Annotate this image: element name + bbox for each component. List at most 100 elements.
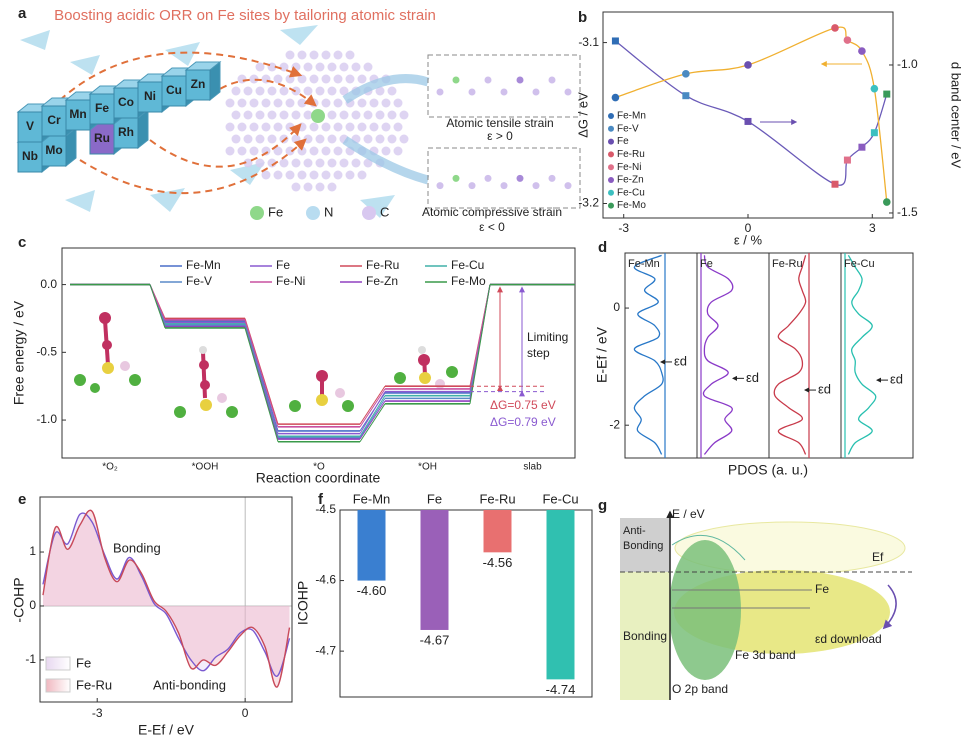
- lattice-atom: [297, 98, 307, 108]
- y-axis-label: E-Ef / eV: [594, 326, 610, 383]
- lattice-atom: [369, 98, 379, 108]
- point: [843, 156, 851, 164]
- lattice-atom: [303, 134, 313, 144]
- annotation: Bonding: [113, 540, 161, 555]
- block-front: [89, 93, 115, 125]
- y2-axis-label: d band center / eV: [949, 62, 964, 169]
- bonding-region: [620, 572, 670, 700]
- lattice-atom: [327, 62, 337, 72]
- y2-tick-label: -1.0: [897, 57, 918, 71]
- shard: [20, 30, 50, 50]
- lattice-atom: [363, 62, 373, 72]
- chain-atom: [500, 182, 508, 190]
- connector: [244, 319, 279, 427]
- cohp-line: [42, 509, 291, 688]
- lattice-atom: [297, 170, 307, 180]
- plot-frame: [339, 509, 593, 698]
- block-front: [185, 69, 211, 101]
- y-tick-label: -4.7: [315, 643, 336, 657]
- block-front: [17, 111, 43, 143]
- o-2p-band: [670, 540, 741, 680]
- connector: [149, 284, 166, 329]
- y2-tick-label: -1.5: [897, 205, 918, 219]
- annotation: step: [527, 346, 550, 360]
- point: [883, 90, 891, 98]
- x-tick-label: 0: [745, 221, 752, 235]
- y-tick-label: -1.0: [36, 412, 57, 426]
- shift-label: εd download: [815, 632, 882, 646]
- lattice-atom: [375, 110, 385, 120]
- legend-marker: [306, 206, 320, 220]
- legend-label: Fe-Mo: [617, 200, 646, 211]
- annotation: Anti-bonding: [153, 677, 226, 692]
- lattice-atom: [345, 74, 355, 84]
- ed-label: εd: [890, 372, 903, 387]
- point: [682, 70, 690, 78]
- lattice-atom: [237, 98, 247, 108]
- x-tick-label: -3: [92, 706, 103, 720]
- lattice-atom: [327, 134, 337, 144]
- lattice-atom: [243, 110, 253, 120]
- fermi-label: Ef: [872, 550, 884, 564]
- point: [831, 180, 839, 188]
- lattice-atom: [255, 86, 265, 96]
- connector: [359, 400, 386, 440]
- subpanel-frame: [696, 252, 770, 459]
- molecule: [174, 346, 238, 418]
- block-front: [41, 105, 67, 137]
- connector: [359, 388, 386, 428]
- x-tick-label: *OOH: [192, 462, 219, 473]
- lattice-atom: [249, 146, 259, 156]
- lattice-atom: [303, 158, 313, 168]
- legend-label: Fe-Mn: [186, 258, 221, 272]
- legend-label: Fe-Ru: [617, 149, 645, 160]
- value-label: -4.74: [546, 682, 576, 697]
- region-label: Bonding: [623, 540, 663, 552]
- level-label: Fe: [815, 582, 829, 596]
- element-label: Mn: [69, 107, 86, 121]
- lattice-atom: [345, 50, 355, 60]
- point: [831, 24, 839, 32]
- point: [858, 47, 866, 55]
- arrow: [342, 74, 430, 104]
- lattice-atom: [315, 182, 325, 192]
- lattice-atom: [333, 146, 343, 156]
- chain-atom: [468, 182, 476, 190]
- y-axis-label: -COHP: [11, 577, 27, 622]
- lattice-atom: [309, 50, 319, 60]
- lattice-atom: [333, 50, 343, 60]
- panel-a: a Boosting acidic ORR on Fe sites by tai…: [16, 5, 581, 234]
- panel-g: g E / eV Anti- Bonding Bonding Ef Fe εd …: [598, 497, 912, 700]
- lattice-atom: [381, 122, 391, 132]
- element-label: Zn: [191, 77, 206, 91]
- lattice-atom: [291, 158, 301, 168]
- lattice-atom: [357, 122, 367, 132]
- legend-label: Fe-Mo: [451, 274, 486, 288]
- lattice-atom: [327, 110, 337, 120]
- lattice-atom: [381, 146, 391, 156]
- fe-atom: [311, 109, 325, 123]
- lattice-atom: [279, 62, 289, 72]
- arrow: [342, 136, 430, 185]
- lattice-atom: [243, 86, 253, 96]
- value-label: -4.60: [357, 583, 387, 598]
- dg-label: ΔG=0.79 eV: [490, 415, 556, 429]
- y-tick-label: 1: [29, 544, 36, 558]
- shift-arrow: [882, 584, 897, 630]
- element-label: Cr: [47, 113, 61, 127]
- lattice-atom: [333, 170, 343, 180]
- lattice-atom: [261, 122, 271, 132]
- lattice-atom: [351, 62, 361, 72]
- lattice-atom: [327, 158, 337, 168]
- axis-label: E / eV: [672, 507, 705, 521]
- lattice-atom: [321, 98, 331, 108]
- lattice-atom: [333, 122, 343, 132]
- lattice-atom: [285, 98, 295, 108]
- lattice-atom: [321, 50, 331, 60]
- y-tick-label: -4.5: [315, 502, 336, 516]
- lattice-atom: [309, 170, 319, 180]
- lattice-atom: [231, 86, 241, 96]
- legend-label: Fe-Cu: [617, 187, 645, 198]
- ed-label: εd: [746, 370, 759, 385]
